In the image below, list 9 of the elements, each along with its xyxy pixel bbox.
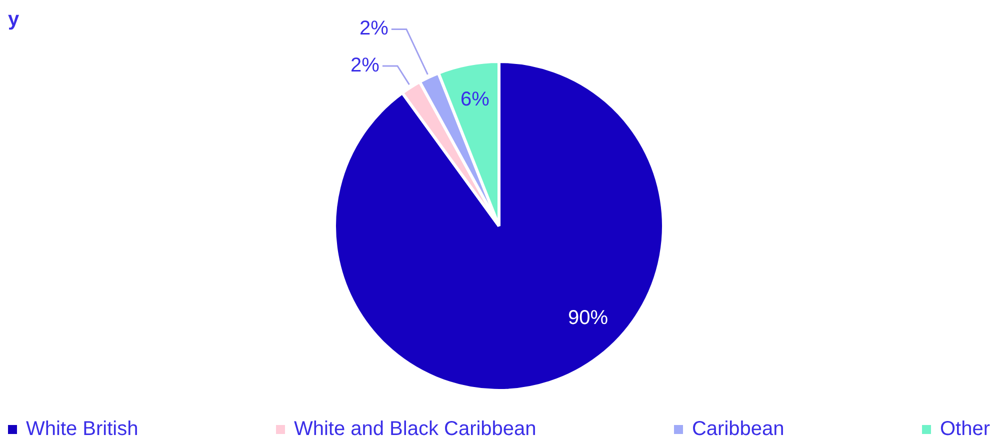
legend-label: White and Black Caribbean (294, 418, 536, 441)
data-label: 2% (359, 18, 389, 40)
legend-label: Caribbean (692, 418, 784, 441)
data-label: 6% (460, 88, 490, 110)
legend-label: Other (940, 418, 990, 441)
data-label: 2% (350, 54, 380, 77)
legend-label: White British (26, 418, 138, 441)
chart-title: y (8, 8, 20, 31)
data-label: 90% (568, 306, 608, 329)
